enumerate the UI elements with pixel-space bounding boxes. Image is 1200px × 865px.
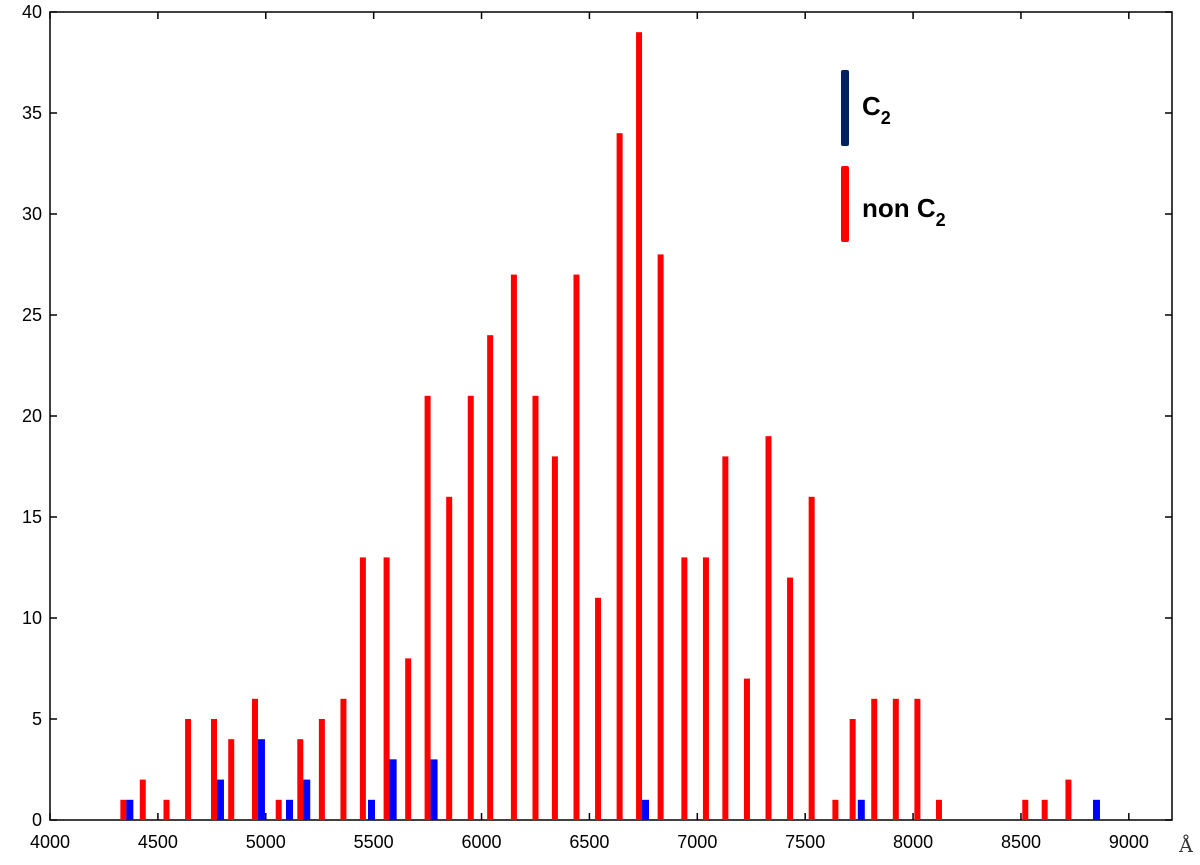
c2-bar [303, 779, 311, 820]
non-c2-bar [185, 719, 192, 820]
axis-tick-labels: 4000 4500 5000 5500 6000 6500 7000 7500 8000 8500… [22, 2, 1193, 857]
non-c2-bar [467, 395, 474, 820]
x-tick-label: 8000 [893, 832, 933, 852]
non-c2-bar [849, 719, 856, 820]
y-tick-label: 20 [22, 406, 42, 426]
x-tick-label: 8500 [1001, 832, 1041, 852]
non-c2-bar [871, 698, 878, 820]
x-tick-label: 6000 [462, 832, 502, 852]
non-c2-bar [120, 799, 127, 820]
c2-bar [286, 799, 294, 820]
non-c2-bar [914, 698, 921, 820]
axis-ticks [49, 11, 1172, 821]
y-tick-label: 0 [32, 810, 42, 830]
data-bars [120, 32, 1100, 821]
non-c2-bar [275, 799, 282, 820]
non-c2-bar [892, 698, 899, 820]
non-c2-bar [163, 799, 170, 820]
non-c2-bar [657, 254, 664, 820]
x-unit-label: Å [1178, 835, 1193, 857]
non-c2-bar [487, 335, 494, 820]
legend: C2 non C2 [841, 70, 946, 242]
c2-bar [216, 779, 224, 820]
non-c2-bar [359, 557, 366, 820]
non-c2-bar [532, 395, 539, 820]
non-c2-bar [702, 557, 709, 820]
non-c2-bar [383, 557, 390, 820]
x-tick-label: 4000 [30, 832, 70, 852]
x-tick-label: 5500 [354, 832, 394, 852]
c2-bar [1092, 799, 1100, 820]
non-c2-bar [765, 436, 772, 820]
non-c2-bar [318, 719, 325, 820]
legend-label-non-c2: non C2 [862, 193, 946, 230]
c2-bar [389, 759, 397, 820]
y-tick-label: 5 [32, 709, 42, 729]
y-tick-label: 40 [22, 2, 42, 22]
non-c2-bar [510, 274, 517, 821]
x-tick-label: 5000 [246, 832, 286, 852]
x-tick-label: 7000 [677, 832, 717, 852]
non-c2-bar [405, 658, 412, 820]
c2-bar [367, 799, 375, 820]
non-c2-bar [935, 799, 942, 820]
c2-bar [857, 799, 865, 820]
non-c2-bar [787, 577, 794, 820]
non-c2-bar [832, 799, 839, 820]
x-tick-label: 7500 [785, 832, 825, 852]
y-tick-label: 30 [22, 204, 42, 224]
non-c2-bar [1022, 799, 1029, 820]
non-c2-bar [424, 395, 431, 820]
legend-swatch-non-c2 [841, 166, 849, 242]
c2-bar [126, 799, 134, 820]
plot-frame [49, 11, 1173, 821]
non-c2-bar [616, 133, 623, 820]
non-c2-bar [297, 739, 304, 820]
legend-swatch-c2 [841, 70, 849, 146]
non-c2-bar [573, 274, 580, 821]
non-c2-bar [595, 597, 602, 820]
c2-bar [642, 799, 650, 820]
c2-bar [430, 759, 438, 820]
non-c2-bar [228, 739, 235, 820]
y-tick-label: 10 [22, 608, 42, 628]
c2-bar [257, 739, 265, 820]
non-c2-bar [1041, 799, 1048, 820]
non-c2-bar [681, 557, 688, 820]
y-tick-label: 35 [22, 103, 42, 123]
legend-label-c2: C2 [862, 91, 891, 128]
non-c2-bar [139, 779, 146, 820]
non-c2-bar [1065, 779, 1072, 820]
non-c2-bar [743, 678, 750, 820]
non-c2-bar [446, 496, 453, 820]
non-c2-bar [808, 496, 815, 820]
x-tick-label: 4500 [138, 832, 178, 852]
non-c2-bar [251, 698, 258, 820]
y-tick-label: 15 [22, 507, 42, 527]
non-c2-bar [636, 32, 643, 820]
non-c2-bar [722, 456, 729, 820]
non-c2-bar [340, 698, 347, 820]
non-c2-bar [551, 456, 558, 820]
y-tick-label: 25 [22, 305, 42, 325]
x-tick-label: 6500 [569, 832, 609, 852]
x-tick-label: 9000 [1109, 832, 1149, 852]
non-c2-bar [210, 719, 217, 820]
